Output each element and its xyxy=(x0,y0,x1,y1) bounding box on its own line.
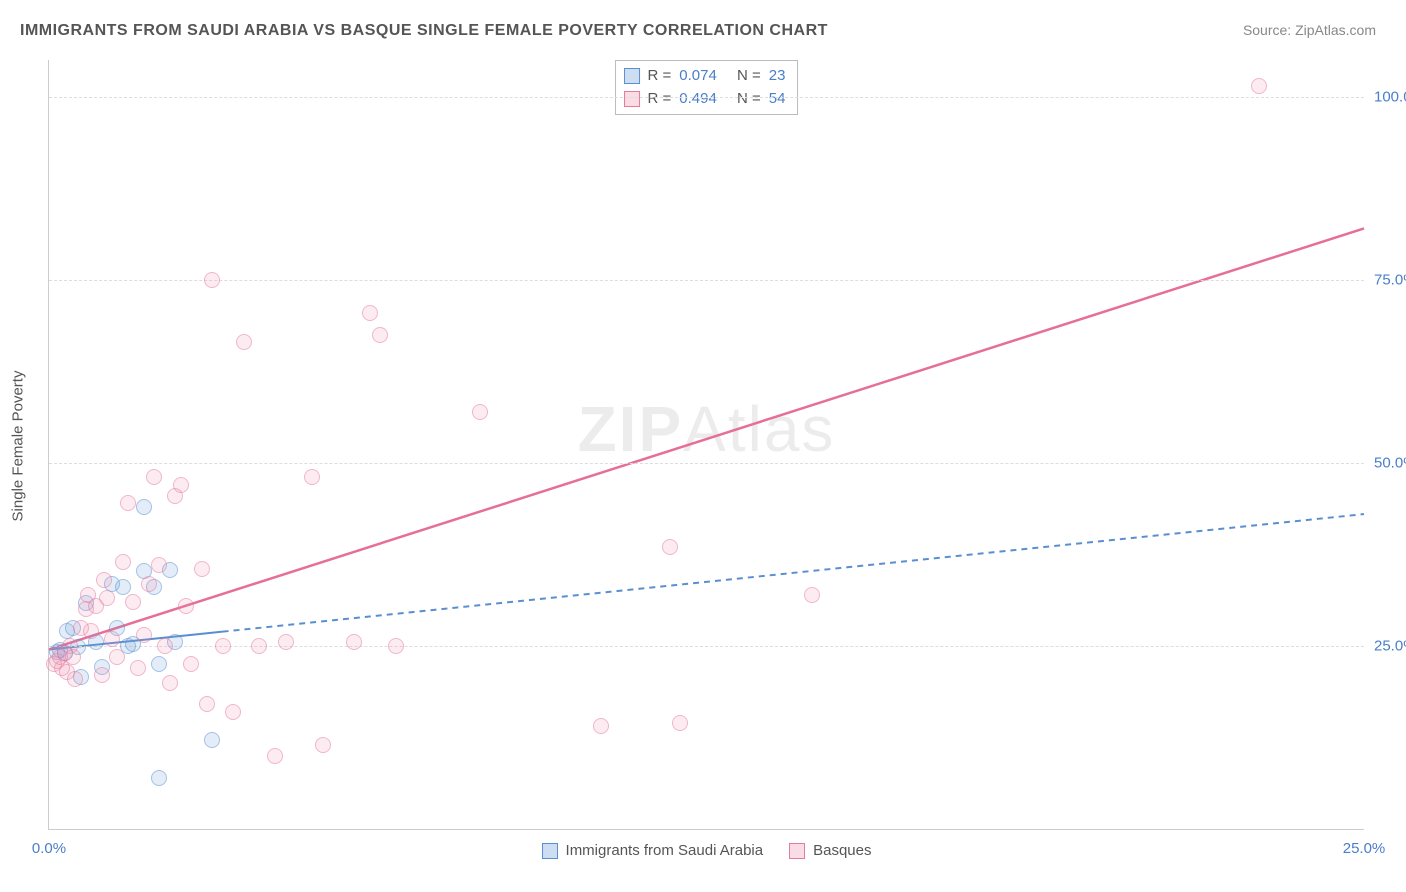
data-point xyxy=(225,704,241,720)
data-point xyxy=(346,634,362,650)
y-tick-label: 50.0% xyxy=(1374,454,1406,471)
data-point xyxy=(804,587,820,603)
data-point xyxy=(136,627,152,643)
data-point xyxy=(151,770,167,786)
legend-label: Basques xyxy=(813,842,871,859)
data-point xyxy=(94,667,110,683)
data-point xyxy=(1251,78,1267,94)
data-point xyxy=(372,327,388,343)
data-point xyxy=(162,675,178,691)
n-value: 23 xyxy=(769,65,786,88)
x-tick-label: 0.0% xyxy=(32,840,66,857)
legend-stats-row: R = 0.494 N = 54 xyxy=(624,88,786,111)
data-point xyxy=(151,557,167,573)
data-point xyxy=(65,649,81,665)
x-tick-label: 25.0% xyxy=(1343,840,1386,857)
y-tick-label: 100.0% xyxy=(1374,88,1406,105)
data-point xyxy=(315,737,331,753)
data-point xyxy=(215,638,231,654)
legend-series: Immigrants from Saudi Arabia Basques xyxy=(542,842,872,859)
legend-stats-row: R = 0.074 N = 23 xyxy=(624,65,786,88)
data-point xyxy=(130,660,146,676)
data-point xyxy=(204,732,220,748)
data-point xyxy=(141,576,157,592)
data-point xyxy=(125,594,141,610)
r-label: R = xyxy=(648,65,672,88)
swatch-blue-icon xyxy=(624,68,640,84)
data-point xyxy=(593,718,609,734)
data-point xyxy=(151,656,167,672)
data-point xyxy=(204,272,220,288)
swatch-pink-icon xyxy=(789,843,805,859)
r-value: 0.074 xyxy=(679,65,717,88)
source-label: Source: ZipAtlas.com xyxy=(1243,22,1376,38)
swatch-pink-icon xyxy=(624,91,640,107)
r-value: 0.494 xyxy=(679,88,717,111)
n-label: N = xyxy=(737,65,761,88)
data-point xyxy=(267,748,283,764)
legend-label: Immigrants from Saudi Arabia xyxy=(566,842,764,859)
data-point xyxy=(199,696,215,712)
y-axis-label: Single Female Poverty xyxy=(10,371,27,522)
gridline xyxy=(49,97,1364,98)
data-point xyxy=(96,572,112,588)
trend-lines xyxy=(49,60,1364,829)
trend-line xyxy=(49,228,1364,649)
data-point xyxy=(183,656,199,672)
data-point xyxy=(67,671,83,687)
data-point xyxy=(120,495,136,511)
y-tick-label: 75.0% xyxy=(1374,271,1406,288)
data-point xyxy=(194,561,210,577)
gridline xyxy=(49,463,1364,464)
data-point xyxy=(662,539,678,555)
y-tick-label: 25.0% xyxy=(1374,637,1406,654)
n-label: N = xyxy=(737,88,761,111)
data-point xyxy=(251,638,267,654)
data-point xyxy=(115,579,131,595)
data-point xyxy=(388,638,404,654)
n-value: 54 xyxy=(769,88,786,111)
legend-item: Basques xyxy=(789,842,871,859)
gridline xyxy=(49,280,1364,281)
data-point xyxy=(83,623,99,639)
data-point xyxy=(136,499,152,515)
data-point xyxy=(146,469,162,485)
trend-line xyxy=(223,514,1364,632)
legend-item: Immigrants from Saudi Arabia xyxy=(542,842,764,859)
plot-area: ZIPAtlas R = 0.074 N = 23 R = 0.494 N = … xyxy=(48,60,1364,830)
data-point xyxy=(472,404,488,420)
data-point xyxy=(672,715,688,731)
data-point xyxy=(173,477,189,493)
data-point xyxy=(304,469,320,485)
chart-title: IMMIGRANTS FROM SAUDI ARABIA VS BASQUE S… xyxy=(20,22,828,40)
data-point xyxy=(278,634,294,650)
data-point xyxy=(362,305,378,321)
gridline xyxy=(49,646,1364,647)
data-point xyxy=(157,638,173,654)
data-point xyxy=(109,649,125,665)
data-point xyxy=(99,590,115,606)
data-point xyxy=(115,554,131,570)
watermark: ZIPAtlas xyxy=(578,392,836,466)
data-point xyxy=(236,334,252,350)
swatch-blue-icon xyxy=(542,843,558,859)
r-label: R = xyxy=(648,88,672,111)
data-point xyxy=(104,631,120,647)
data-point xyxy=(178,598,194,614)
chart-container: IMMIGRANTS FROM SAUDI ARABIA VS BASQUE S… xyxy=(0,0,1406,892)
legend-stats: R = 0.074 N = 23 R = 0.494 N = 54 xyxy=(615,60,799,115)
